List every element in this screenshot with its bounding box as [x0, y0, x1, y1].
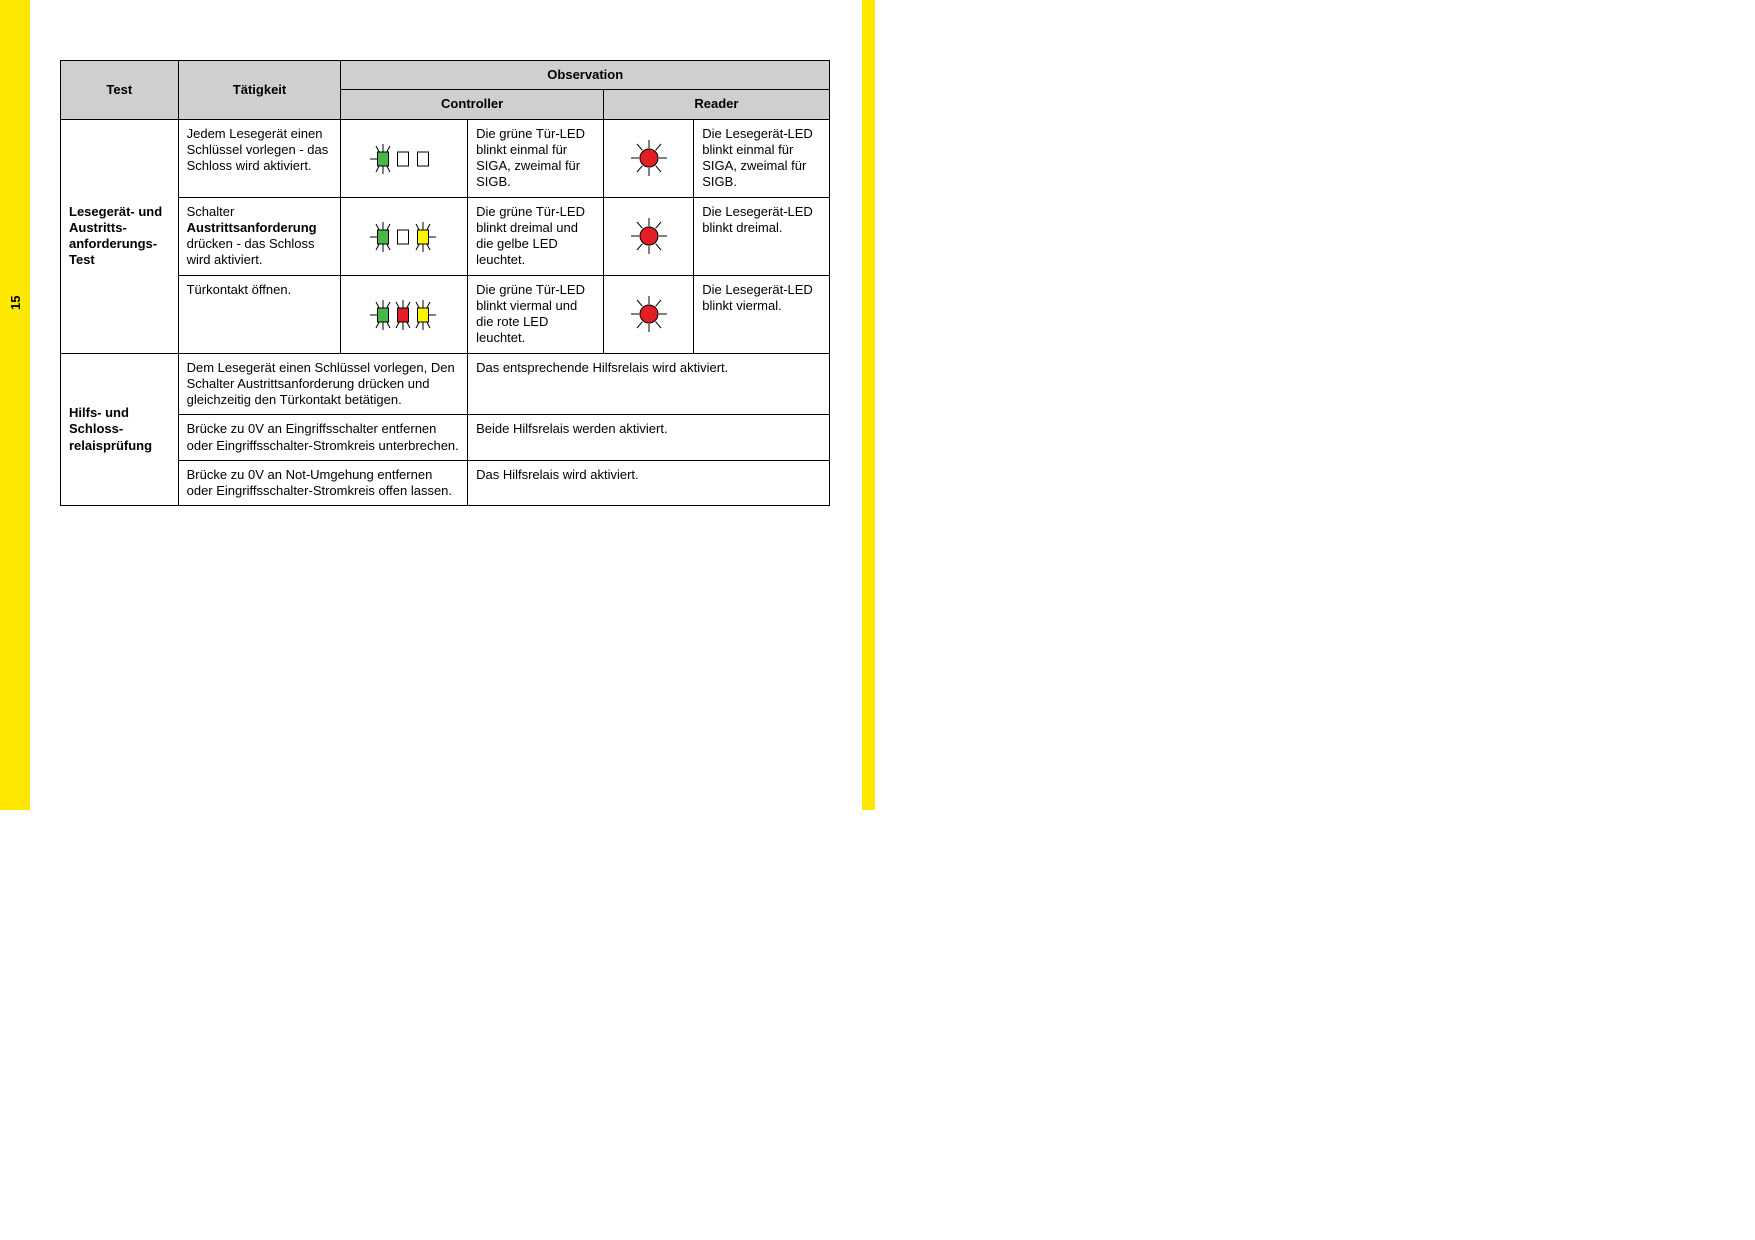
observation-cell: Das entsprechende Hilfsrelais wird aktiv…: [468, 353, 830, 415]
reader-text: Die Lesegerät-LED blinkt dreimal.: [694, 197, 830, 275]
activity-cell: Schalter Austrittsanforderung drücken - …: [178, 197, 341, 275]
reader-text: Die Lesegerät-LED blinkt viermal.: [694, 275, 830, 353]
main-content: Test Tätigkeit Observation Controller Re…: [60, 60, 830, 506]
activity-cell: Dem Lesegerät einen Schlüssel vorlegen, …: [178, 353, 467, 415]
controller-text: Die grüne Tür-LED blinkt viermal und die…: [468, 275, 604, 353]
page-accent-left: [0, 0, 30, 810]
group2-label: Hilfs- und Schloss-relaisprüfung: [61, 353, 179, 506]
group1-label: Lesegerät- und Austritts-anforderungs-Te…: [61, 119, 179, 353]
col-controller: Controller: [341, 90, 603, 119]
col-test: Test: [61, 61, 179, 120]
activity-cell: Jedem Lesegerät einen Schlüssel vorlegen…: [178, 119, 341, 197]
controller-led-icon: [341, 197, 468, 275]
reader-led-icon: [603, 119, 693, 197]
reader-led-icon: [603, 197, 693, 275]
col-activity: Tätigkeit: [178, 61, 341, 120]
activity-cell: Brücke zu 0V an Eingriffsschalter entfer…: [178, 415, 467, 461]
reader-text: Die Lesegerät-LED blinkt einmal für SIGA…: [694, 119, 830, 197]
observation-cell: Beide Hilfsrelais werden aktiviert.: [468, 415, 830, 461]
reader-led-icon: [603, 275, 693, 353]
controller-led-icon: [341, 119, 468, 197]
controller-text: Die grüne Tür-LED blinkt dreimal und die…: [468, 197, 604, 275]
col-reader: Reader: [603, 90, 829, 119]
col-observation: Observation: [341, 61, 830, 90]
controller-led-icon: [341, 275, 468, 353]
test-table: Test Tätigkeit Observation Controller Re…: [60, 60, 830, 506]
observation-cell: Das Hilfsrelais wird aktiviert.: [468, 460, 830, 506]
page-accent-mid: [862, 0, 875, 810]
page-number: 15: [8, 296, 23, 310]
activity-cell: Türkontakt öffnen.: [178, 275, 341, 353]
activity-cell: Brücke zu 0V an Not-Umgehung entfernen o…: [178, 460, 467, 506]
controller-text: Die grüne Tür-LED blinkt einmal für SIGA…: [468, 119, 604, 197]
table-body: Lesegerät- und Austritts-anforderungs-Te…: [61, 119, 830, 506]
